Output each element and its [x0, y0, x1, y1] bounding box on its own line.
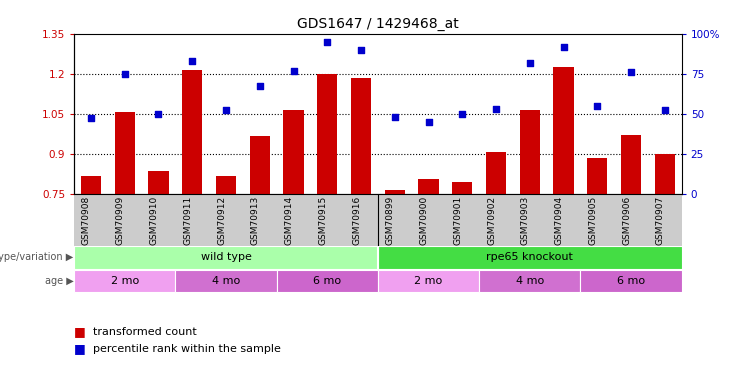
Bar	[554, 67, 574, 194]
Text: 4 mo: 4 mo	[212, 276, 240, 286]
Bar	[587, 158, 608, 194]
Text: 2 mo: 2 mo	[110, 276, 139, 286]
Text: 6 mo: 6 mo	[617, 276, 645, 286]
Point	[220, 108, 232, 114]
Text: rpe65 knockout: rpe65 knockout	[486, 252, 574, 262]
Text: 6 mo: 6 mo	[313, 276, 342, 286]
Text: GSM70901: GSM70901	[453, 196, 462, 245]
Bar	[580, 270, 682, 292]
Point	[186, 58, 198, 64]
Text: genotype/variation ▶: genotype/variation ▶	[0, 252, 73, 262]
Bar	[351, 78, 371, 194]
Text: GSM70904: GSM70904	[554, 196, 564, 245]
Bar	[452, 182, 473, 194]
Text: wild type: wild type	[201, 252, 251, 262]
Bar	[182, 70, 202, 194]
Bar	[115, 112, 135, 194]
Bar	[519, 110, 540, 194]
Text: ■: ■	[74, 326, 86, 338]
Bar	[276, 270, 378, 292]
Bar	[176, 270, 276, 292]
Bar	[378, 246, 682, 268]
Bar	[419, 179, 439, 194]
Text: GSM70912: GSM70912	[217, 196, 226, 245]
Text: GSM70905: GSM70905	[588, 196, 597, 245]
Bar	[250, 136, 270, 194]
Point	[558, 44, 570, 50]
Text: GSM70902: GSM70902	[487, 196, 496, 245]
Text: GSM70908: GSM70908	[82, 196, 91, 245]
Bar	[486, 152, 506, 194]
Bar	[81, 176, 101, 194]
Point	[456, 111, 468, 117]
Text: GSM70899: GSM70899	[386, 196, 395, 245]
Point	[591, 103, 603, 109]
Point	[659, 108, 671, 114]
Text: GSM70916: GSM70916	[352, 196, 361, 245]
Text: GSM70903: GSM70903	[521, 196, 530, 245]
Bar	[479, 270, 580, 292]
Point	[153, 111, 165, 117]
Text: GSM70906: GSM70906	[622, 196, 631, 245]
Bar	[385, 189, 405, 194]
Point	[422, 118, 434, 124]
Bar	[655, 154, 675, 194]
Bar	[216, 176, 236, 194]
Bar	[148, 171, 169, 194]
Text: age ▶: age ▶	[44, 276, 73, 286]
Text: GSM70915: GSM70915	[319, 196, 328, 245]
Bar	[378, 270, 479, 292]
Text: transformed count: transformed count	[93, 327, 196, 337]
Text: GSM70900: GSM70900	[419, 196, 428, 245]
Title: GDS1647 / 1429468_at: GDS1647 / 1429468_at	[297, 17, 459, 32]
Point	[524, 60, 536, 66]
Text: GSM70909: GSM70909	[116, 196, 124, 245]
Text: 2 mo: 2 mo	[414, 276, 442, 286]
Point	[254, 84, 266, 90]
Bar	[621, 135, 641, 194]
Point	[625, 69, 637, 75]
Point	[490, 106, 502, 112]
Bar	[283, 110, 304, 194]
Bar	[74, 270, 176, 292]
Point	[288, 68, 299, 74]
Text: ■: ■	[74, 342, 86, 355]
Text: GSM70913: GSM70913	[250, 196, 260, 245]
Point	[85, 116, 97, 122]
Text: GSM70910: GSM70910	[150, 196, 159, 245]
Point	[355, 47, 367, 53]
Text: 4 mo: 4 mo	[516, 276, 544, 286]
Text: percentile rank within the sample: percentile rank within the sample	[93, 344, 281, 354]
Point	[389, 114, 401, 120]
Text: GSM70907: GSM70907	[656, 196, 665, 245]
Point	[119, 71, 130, 77]
Text: GSM70914: GSM70914	[285, 196, 293, 245]
Text: GSM70911: GSM70911	[183, 196, 192, 245]
Bar	[317, 74, 337, 194]
Bar	[74, 246, 378, 268]
Point	[322, 39, 333, 45]
